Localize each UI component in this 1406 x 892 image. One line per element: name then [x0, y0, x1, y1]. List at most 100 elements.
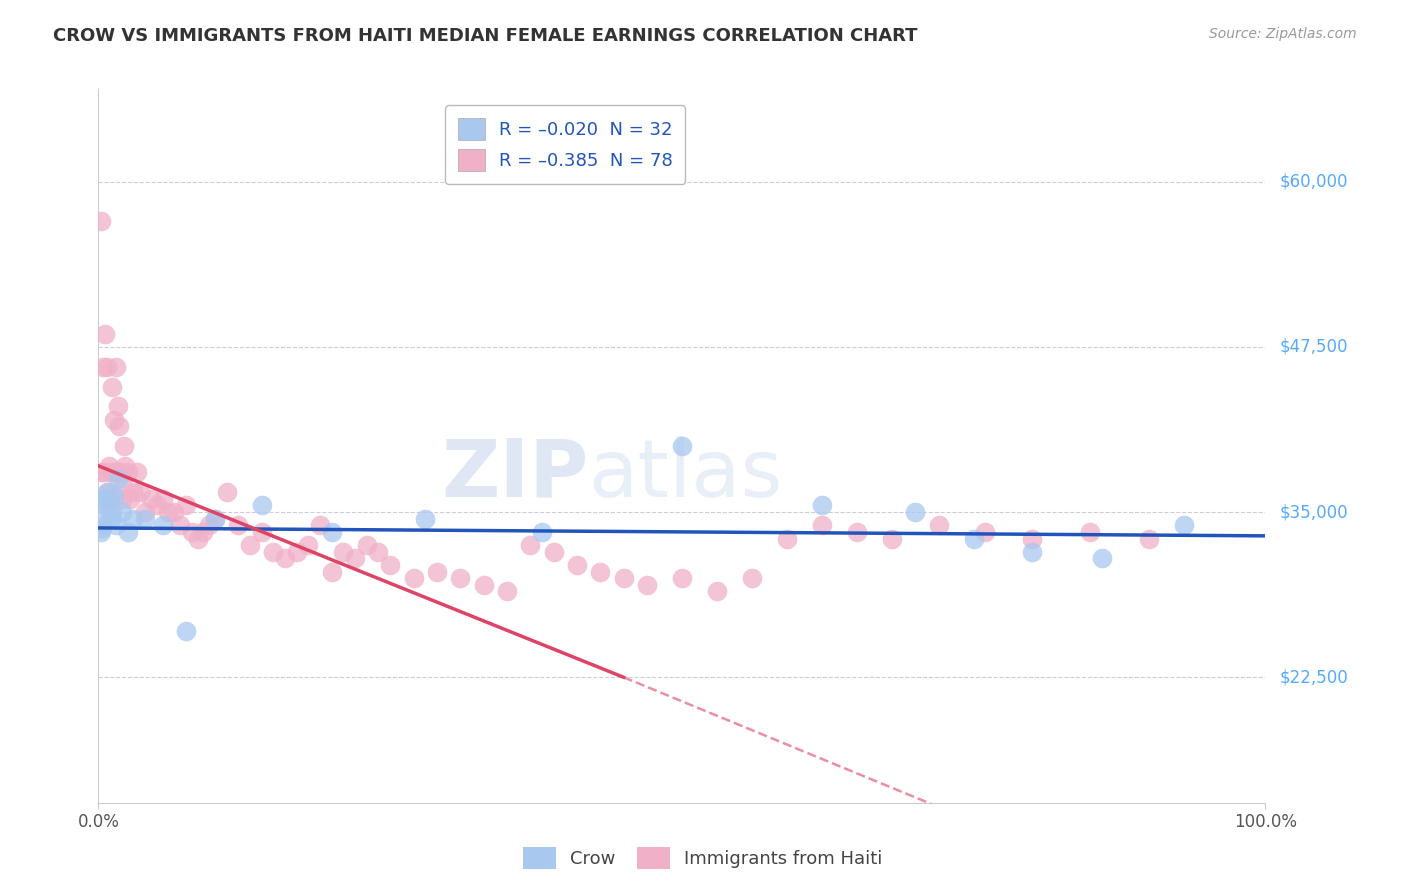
Point — [122, 511, 145, 525]
Point — [146, 499, 169, 513]
Point — [880, 532, 903, 546]
Point — [974, 524, 997, 539]
Point — [97, 491, 120, 506]
Point — [169, 518, 191, 533]
Text: $35,000: $35,000 — [1279, 503, 1348, 521]
Point — [180, 524, 202, 539]
Point — [122, 485, 145, 500]
Point — [103, 489, 125, 503]
Point — [187, 532, 209, 546]
Point — [104, 466, 127, 480]
Point — [1091, 551, 1114, 566]
Point — [174, 624, 197, 638]
Point — [139, 491, 162, 506]
Text: $47,500: $47,500 — [1279, 338, 1348, 356]
Point — [332, 545, 354, 559]
Point — [204, 511, 226, 525]
Point — [114, 458, 136, 473]
Point — [110, 466, 132, 480]
Point — [105, 466, 128, 480]
Point — [97, 458, 120, 473]
Point — [108, 419, 131, 434]
Point — [118, 491, 141, 506]
Text: $60,000: $60,000 — [1279, 173, 1348, 191]
Point — [97, 505, 120, 519]
Point — [91, 518, 114, 533]
Point — [285, 545, 308, 559]
Point — [321, 524, 343, 539]
Point — [129, 485, 152, 500]
Point — [100, 511, 122, 525]
Point — [449, 571, 471, 585]
Point — [90, 466, 112, 480]
Point — [101, 379, 124, 393]
Point — [426, 565, 449, 579]
Point — [100, 466, 122, 480]
Point — [274, 551, 297, 566]
Point — [117, 524, 139, 539]
Point — [613, 571, 636, 585]
Point — [163, 505, 186, 519]
Text: CROW VS IMMIGRANTS FROM HAITI MEDIAN FEMALE EARNINGS CORRELATION CHART: CROW VS IMMIGRANTS FROM HAITI MEDIAN FEM… — [53, 27, 918, 45]
Point — [215, 485, 238, 500]
Point — [472, 578, 495, 592]
Point — [589, 565, 612, 579]
Point — [380, 558, 402, 572]
Point — [565, 558, 588, 572]
Point — [519, 538, 541, 552]
Text: ZIP: ZIP — [441, 435, 589, 514]
Point — [103, 412, 125, 426]
Point — [104, 359, 127, 374]
Point — [94, 499, 117, 513]
Point — [112, 439, 135, 453]
Point — [321, 565, 343, 579]
Point — [530, 524, 553, 539]
Point — [152, 518, 174, 533]
Point — [93, 491, 115, 506]
Point — [776, 532, 799, 546]
Point — [1173, 518, 1195, 533]
Point — [543, 545, 565, 559]
Point — [90, 521, 112, 535]
Point — [125, 466, 148, 480]
Text: Source: ZipAtlas.com: Source: ZipAtlas.com — [1209, 27, 1357, 41]
Point — [962, 532, 984, 546]
Point — [367, 545, 389, 559]
Text: $22,500: $22,500 — [1279, 668, 1348, 686]
Point — [111, 491, 134, 506]
Point — [846, 524, 869, 539]
Point — [741, 571, 763, 585]
Point — [104, 518, 127, 533]
Point — [496, 584, 519, 599]
Point — [297, 538, 319, 552]
Point — [1137, 532, 1160, 546]
Point — [101, 505, 124, 519]
Point — [117, 466, 139, 480]
Point — [1021, 532, 1043, 546]
Point — [157, 505, 180, 519]
Point — [904, 505, 927, 519]
Point — [98, 491, 121, 506]
Point — [262, 545, 284, 559]
Point — [134, 505, 156, 519]
Point — [239, 538, 262, 552]
Point — [96, 485, 118, 500]
Point — [356, 538, 378, 552]
Point — [309, 518, 332, 533]
Point — [90, 524, 112, 539]
Point — [344, 551, 367, 566]
Point — [107, 472, 129, 486]
Point — [671, 571, 693, 585]
Point — [98, 499, 121, 513]
Point — [111, 505, 134, 519]
Point — [111, 478, 134, 492]
Legend: Crow, Immigrants from Haiti: Crow, Immigrants from Haiti — [515, 838, 891, 879]
Point — [90, 214, 112, 228]
Point — [636, 578, 658, 592]
Point — [250, 524, 273, 539]
Point — [250, 499, 273, 513]
Point — [193, 524, 215, 539]
Point — [811, 518, 834, 533]
Point — [91, 359, 114, 374]
Point — [228, 518, 250, 533]
